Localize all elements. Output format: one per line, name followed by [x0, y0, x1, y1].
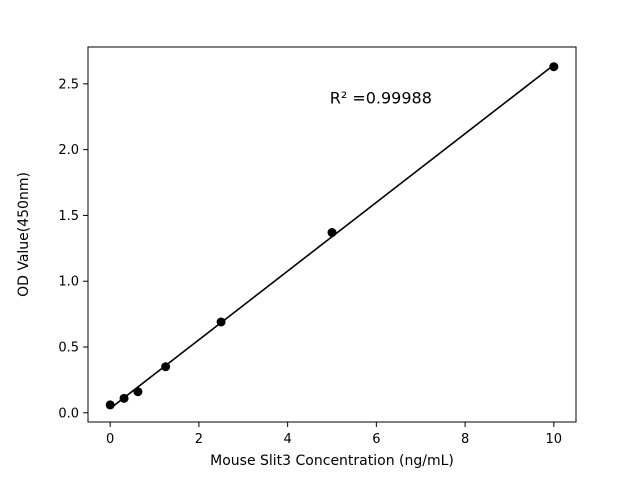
data-point	[327, 228, 337, 238]
y-tick-label: 0.0	[58, 406, 79, 421]
x-tick-label: 10	[546, 432, 563, 447]
y-tick-label: 1.5	[58, 209, 79, 224]
x-tick-label: 6	[372, 432, 380, 447]
x-tick-label: 8	[461, 432, 469, 447]
data-point	[216, 317, 226, 327]
x-axis-label: Mouse Slit3 Concentration (ng/mL)	[210, 453, 454, 469]
r-squared-annotation: R² =0.99988	[330, 89, 432, 108]
data-point	[119, 393, 129, 403]
plot-border	[87, 46, 577, 423]
data-point	[549, 62, 559, 72]
data-point	[105, 400, 115, 410]
data-point	[161, 362, 171, 372]
y-axis-label: OD Value(450nm)	[16, 172, 32, 297]
x-tick-label: 2	[195, 432, 203, 447]
y-tick-label: 2.0	[58, 143, 79, 158]
data-point	[133, 387, 143, 397]
x-tick-label: 4	[283, 432, 291, 447]
y-tick-label: 2.5	[58, 77, 79, 92]
y-tick-label: 0.5	[58, 341, 79, 356]
x-tick-label: 0	[106, 432, 114, 447]
y-tick-label: 1.0	[58, 275, 79, 290]
